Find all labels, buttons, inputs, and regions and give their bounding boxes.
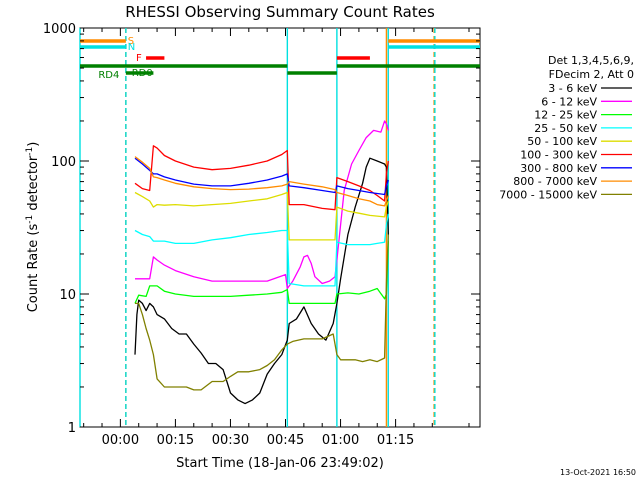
legend-entry-label: 300 - 800 keV bbox=[520, 162, 597, 175]
series-line-800-7000-kev bbox=[134, 156, 389, 207]
series-line-50-100-kev bbox=[134, 191, 389, 241]
legend-header-line-2: FDecim 2, Att 0 bbox=[549, 68, 634, 81]
x-axis-label: Start Time (18-Jan-06 23:49:02) bbox=[176, 456, 384, 471]
legend-entry-label: 50 - 100 keV bbox=[527, 135, 597, 148]
legend-entry-label: 12 - 25 keV bbox=[534, 109, 597, 122]
series-line-7000-15000-kev bbox=[135, 234, 389, 391]
x-tick-label: 01:00 bbox=[322, 433, 359, 448]
series-line-12-25-kev bbox=[134, 241, 389, 305]
axis-ticks bbox=[80, 27, 480, 428]
x-tick-label: 01:15 bbox=[377, 433, 414, 448]
status-flags: SNFRD0RD4 bbox=[80, 36, 480, 81]
legend-entry-label: 6 - 12 keV bbox=[541, 95, 597, 108]
y-tick-label: 10 bbox=[59, 288, 76, 303]
x-tick-label: 00:45 bbox=[267, 433, 304, 448]
chart-title: RHESSI Observing Summary Count Rates bbox=[125, 3, 435, 21]
render-timestamp: 13-Oct-2021 16:50 bbox=[560, 468, 636, 477]
legend-entry-label: 25 - 50 keV bbox=[534, 122, 597, 135]
y-axis-label-tail: detector bbox=[26, 155, 41, 215]
series-line-300-800-kev bbox=[134, 157, 389, 196]
legend-header-line-1: Det 1,3,4,5,6,9, bbox=[548, 54, 634, 67]
legend-entry-label: 7000 - 15000 keV bbox=[499, 188, 597, 201]
legend-entry-label: 100 - 300 keV bbox=[520, 149, 597, 162]
x-tick-label: 00:00 bbox=[102, 433, 139, 448]
y-tick-label: 100 bbox=[51, 155, 76, 170]
legend-entry-label: 3 - 6 keV bbox=[548, 82, 597, 95]
flag-label-n: N bbox=[128, 42, 135, 53]
vertical-markers bbox=[79, 28, 436, 427]
y-axis-label-close: ) bbox=[26, 142, 41, 147]
x-tick-label: 00:30 bbox=[212, 433, 249, 448]
legend-entry-label: 800 - 7000 keV bbox=[513, 175, 597, 188]
y-axis-label-main: Count Rate (s bbox=[26, 224, 41, 313]
flag-label-rd4: RD4 bbox=[98, 70, 119, 81]
flag-label-s: S bbox=[128, 36, 134, 47]
y-tick-label: 1000 bbox=[43, 22, 76, 37]
y-axis-label-sup2: -1 bbox=[25, 147, 35, 156]
data-series bbox=[134, 120, 389, 405]
y-axis-label: Count Rate (s-1 detector-1) bbox=[25, 142, 41, 313]
flag-label-f: F bbox=[136, 53, 142, 64]
plot-frame bbox=[79, 27, 481, 428]
series-line-25-50-kev bbox=[134, 213, 389, 287]
plot-area-border bbox=[79, 27, 481, 428]
series-line-100-300-kev bbox=[134, 145, 389, 211]
axis-tick-labels: 00:00 00:15 00:30 00:45 01:00 01:15 1 10 100 1000 bbox=[43, 22, 414, 448]
legend: Det 1,3,4,5,6,9, FDecim 2, Att 0 3 - 6 k… bbox=[499, 54, 634, 201]
y-axis-label-sup: -1 bbox=[25, 215, 35, 224]
series-line-6-12-kev bbox=[135, 120, 389, 290]
x-tick-label: 00:15 bbox=[157, 433, 194, 448]
y-tick-label: 1 bbox=[68, 421, 76, 436]
